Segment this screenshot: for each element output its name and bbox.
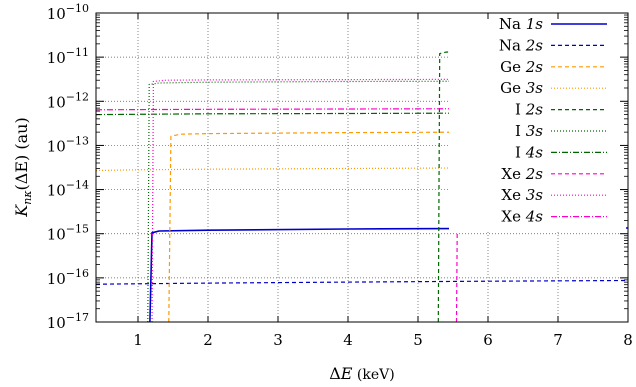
x-axis-label: ΔE (keV) [329,364,395,383]
y-tick-label: 10−17 [47,311,89,332]
legend-label: Ge 3s [500,79,543,97]
legend-label: Na 1s [499,15,543,33]
y-axis-label-sub: nκ [21,190,34,205]
axis-ticks [96,12,629,323]
x-axis-label-unit: (keV) [352,367,394,383]
series-line [168,131,478,323]
x-tick-label: 3 [273,331,283,349]
series-line [95,279,629,285]
plot-frame [95,12,629,323]
y-axis-label-k: K [12,204,31,218]
legend-label: I 4s [515,143,543,161]
y-tick-label: 10−11 [47,46,89,67]
y-tick-label: 10−12 [47,90,89,111]
series-line [95,108,478,111]
legend-label: I 3s [515,122,543,140]
y-tick-label: 10−15 [47,223,89,244]
legend-label: Xe 3s [501,186,543,204]
legend-label: Xe 4s [501,208,543,226]
legend-label: Xe 2s [501,165,543,183]
y-axis-label-rest: (ΔE) (au) [12,117,31,190]
x-axis-tick-labels: 1 2 3 4 5 6 7 8 [133,331,633,349]
series-line [151,78,478,323]
legend-label: I 2s [515,101,543,119]
y-axis-tick-labels: 10−17 10−16 10−15 10−14 10−13 10−12 10−11 10−10 [47,2,89,332]
y-tick-label: 10−10 [47,2,89,23]
y-tick-label: 10−13 [47,134,89,155]
legend: Na 1s Na 2s Ge 2s Ge 3s I 2s I 3s I 4s Xe 2s Xe … [499,15,607,226]
x-tick-label: 4 [343,331,353,349]
legend-label: Na 2s [499,36,543,54]
x-axis-label-var: E [340,364,353,383]
x-tick-label: 1 [133,331,143,349]
x-tick-label: 7 [553,331,563,349]
x-tick-label: 2 [203,331,213,349]
y-tick-label: 10−14 [47,179,89,200]
legend-label: Ge 2s [500,58,543,76]
y-tick-label: 10−16 [47,267,89,288]
x-tick-label: 8 [623,331,633,349]
x-axis-label-prefix: Δ [329,364,341,383]
x-tick-label: 6 [483,331,493,349]
y-axis-label: Knκ(ΔE) (au) [12,117,34,217]
series-line [95,112,478,116]
x-tick-label: 5 [413,331,423,349]
